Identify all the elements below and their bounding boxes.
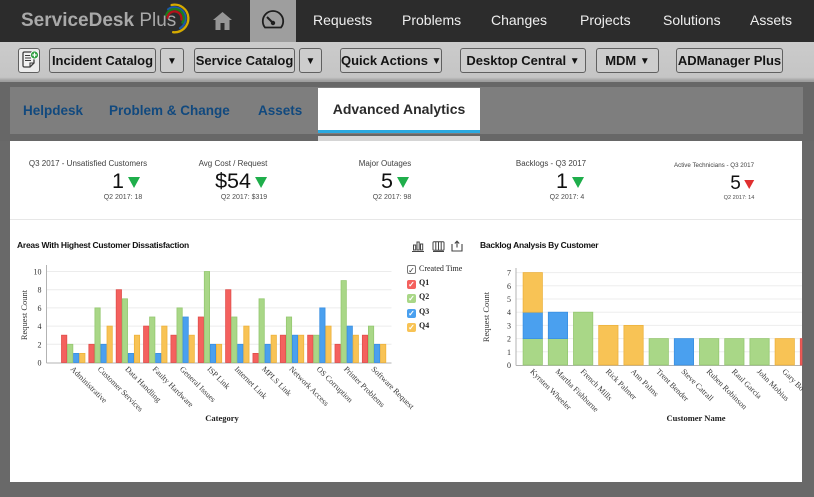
svg-text:10: 10: [34, 268, 42, 277]
svg-text:0: 0: [38, 359, 42, 368]
svg-text:6: 6: [507, 282, 511, 291]
svg-text:6: 6: [38, 304, 42, 313]
svg-text:Request Count: Request Count: [481, 291, 491, 342]
svg-text:3: 3: [507, 321, 511, 330]
svg-text:7: 7: [507, 269, 511, 278]
svg-text:4: 4: [507, 308, 511, 317]
svg-text:8: 8: [38, 286, 42, 295]
svg-text:2: 2: [38, 340, 42, 349]
svg-text:ISP Link: ISP Link: [205, 365, 231, 391]
svg-text:Request Count: Request Count: [19, 289, 29, 340]
svg-text:Category: Category: [205, 413, 239, 423]
svg-text:4: 4: [38, 322, 42, 331]
svg-text:Customer Name: Customer Name: [666, 413, 725, 423]
svg-text:Martha Fishburne: Martha Fishburne: [554, 367, 601, 414]
svg-text:2: 2: [507, 335, 511, 344]
svg-text:0: 0: [507, 361, 511, 370]
svg-text:5: 5: [507, 295, 511, 304]
svg-text:1: 1: [507, 348, 511, 357]
